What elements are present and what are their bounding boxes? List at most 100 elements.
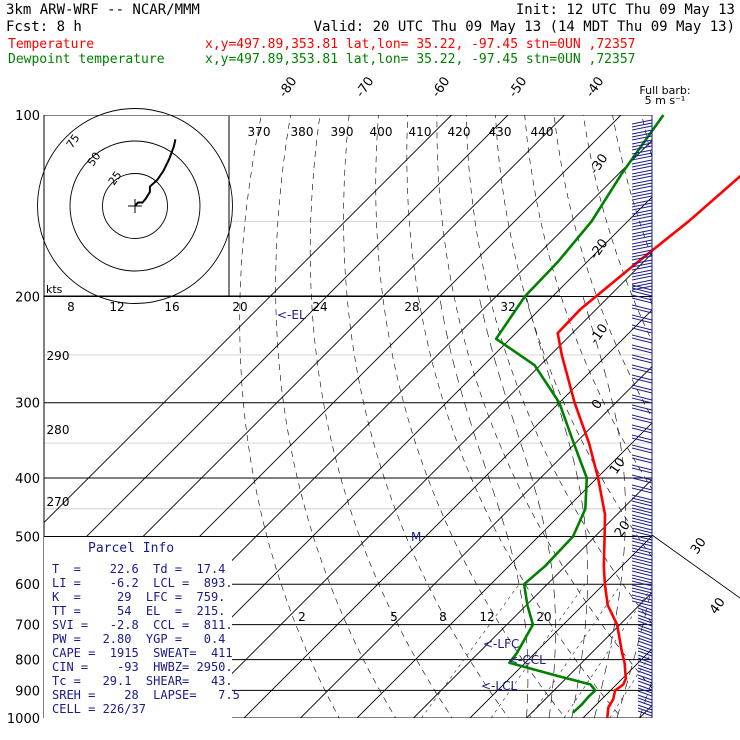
level-markers: <-EL <-LFC <-CCL <-LCL M [277,308,546,693]
isotherm-label: -80 [276,74,300,100]
wind-barb [631,334,653,344]
dry-adiabat [612,115,652,258]
legend-temperature: Temperature [8,37,94,52]
sounding-traces [494,114,740,719]
wind-barb [637,704,653,717]
wind-barb [637,614,653,627]
dewpoint-trace [494,114,665,714]
isotherm-label: 10 [607,455,629,477]
wind-barb [631,534,653,547]
speed-tick-label: 32 [500,300,515,314]
theta-label: 440 [531,125,554,139]
isotherm-line [526,591,652,718]
mixing-ratio-line [421,583,520,718]
speed-tick-label: 16 [164,300,179,314]
wind-barb [637,674,653,687]
isotherm-label: -60 [429,74,453,100]
temperature-trace [556,174,740,719]
wind-barb [631,239,653,251]
moist-adiabat [478,296,556,718]
theta-label: 370 [248,125,271,139]
isotherm-line [243,309,652,718]
wind-barb [631,514,653,527]
isotherm-line [187,252,652,718]
dry-adiabat [465,115,652,624]
wind-barb [631,189,653,201]
pressure-label: 300 [15,397,40,412]
dry-adiabat [641,115,652,159]
wind-barb [631,424,653,434]
mixing-ratio-label: 2 [298,610,306,624]
dry-adiabat [275,115,397,718]
valid-time: Valid: 20 UTC Thu 09 May 13 (14 MDT Thu … [314,19,735,35]
theta-label: 390 [331,125,354,139]
isotherm-line [413,478,652,718]
parcel-info-row: CAPE = 1915 SWEAT= 411 [52,646,233,660]
wind-barb [631,554,653,567]
wind-barbs [631,115,740,718]
wind-barb [631,454,653,464]
wind-barb [631,169,653,181]
isotherm-line [44,115,509,580]
mixing-ratio-label: 12 [479,610,494,624]
hodograph-trace [134,139,177,207]
init-time: Init: 12 UTC Thu 09 May 13 [516,2,735,18]
hodograph-ring [69,140,201,272]
forecast-hour: Fcst: 8 h [6,19,82,35]
mixing-ratio-label: 8 [439,610,447,624]
wind-barb [637,694,653,707]
mixing-ratio-label: 5 [390,610,398,624]
wind-barb [631,139,653,151]
speed-tick-label: 8 [67,300,75,314]
wind-barb [631,474,653,484]
dry-adiabat [553,115,652,419]
speed-tick-label: 20 [232,300,247,314]
isotherm-line [582,648,652,718]
wind-barb [631,294,653,304]
wind-barb [631,324,653,334]
isotherm-line [356,422,652,718]
dry-adiabat [239,115,340,718]
pressure-label: 600 [15,578,40,593]
isotherm-line [639,704,652,718]
wind-barb [631,179,653,191]
wind-barb [631,159,653,171]
wind-barb [637,644,653,657]
wind-barb [631,249,653,261]
isotherm-label: -70 [353,74,377,100]
isotherm-line [469,535,652,718]
isotherm-line [696,115,740,718]
legend-dewpoint-info: x,y=497.89,353.81 lat,lon= 35.22, -97.45… [205,52,635,67]
isotherm-label: 40 [707,595,729,617]
barb-panel-edge [651,534,740,599]
wind-barb [631,304,653,314]
level-marker-label: <-EL [277,308,306,322]
legend-temperature-info: x,y=497.89,353.81 lat,lon= 35.22, -97.45… [205,37,635,52]
dry-adiabat [406,115,623,718]
hodograph-ring [102,173,168,239]
wind-barb [631,374,653,384]
wind-barb [631,464,653,474]
isotherm-line [44,115,452,524]
moist-adiabat [439,296,529,718]
parcel-info-row: SVI = -2.8 CCL = 811. [52,618,233,632]
wind-barb [631,504,653,517]
parcel-info-box: Parcel Info T = 22.6 Td = 17.4LI = -6.2 … [44,537,240,733]
pressure-label: 400 [15,472,40,487]
mixing-ratio-line [490,583,586,718]
wind-barb [631,564,653,577]
wind-barb [631,219,653,231]
level-marker-label: <-LFC [483,637,519,651]
pressure-label: 800 [15,654,40,669]
wind-barb [637,684,653,697]
wind-barb [631,199,653,211]
moist-adiabat [662,297,740,719]
wind-barb [631,259,653,271]
theta-label: 420 [448,125,471,139]
background-lines [43,115,740,719]
dry-adiabat [309,115,453,718]
wind-barb [631,269,653,281]
level-marker-label: <-CCL [508,653,546,667]
pressure-label: 500 [15,530,40,545]
